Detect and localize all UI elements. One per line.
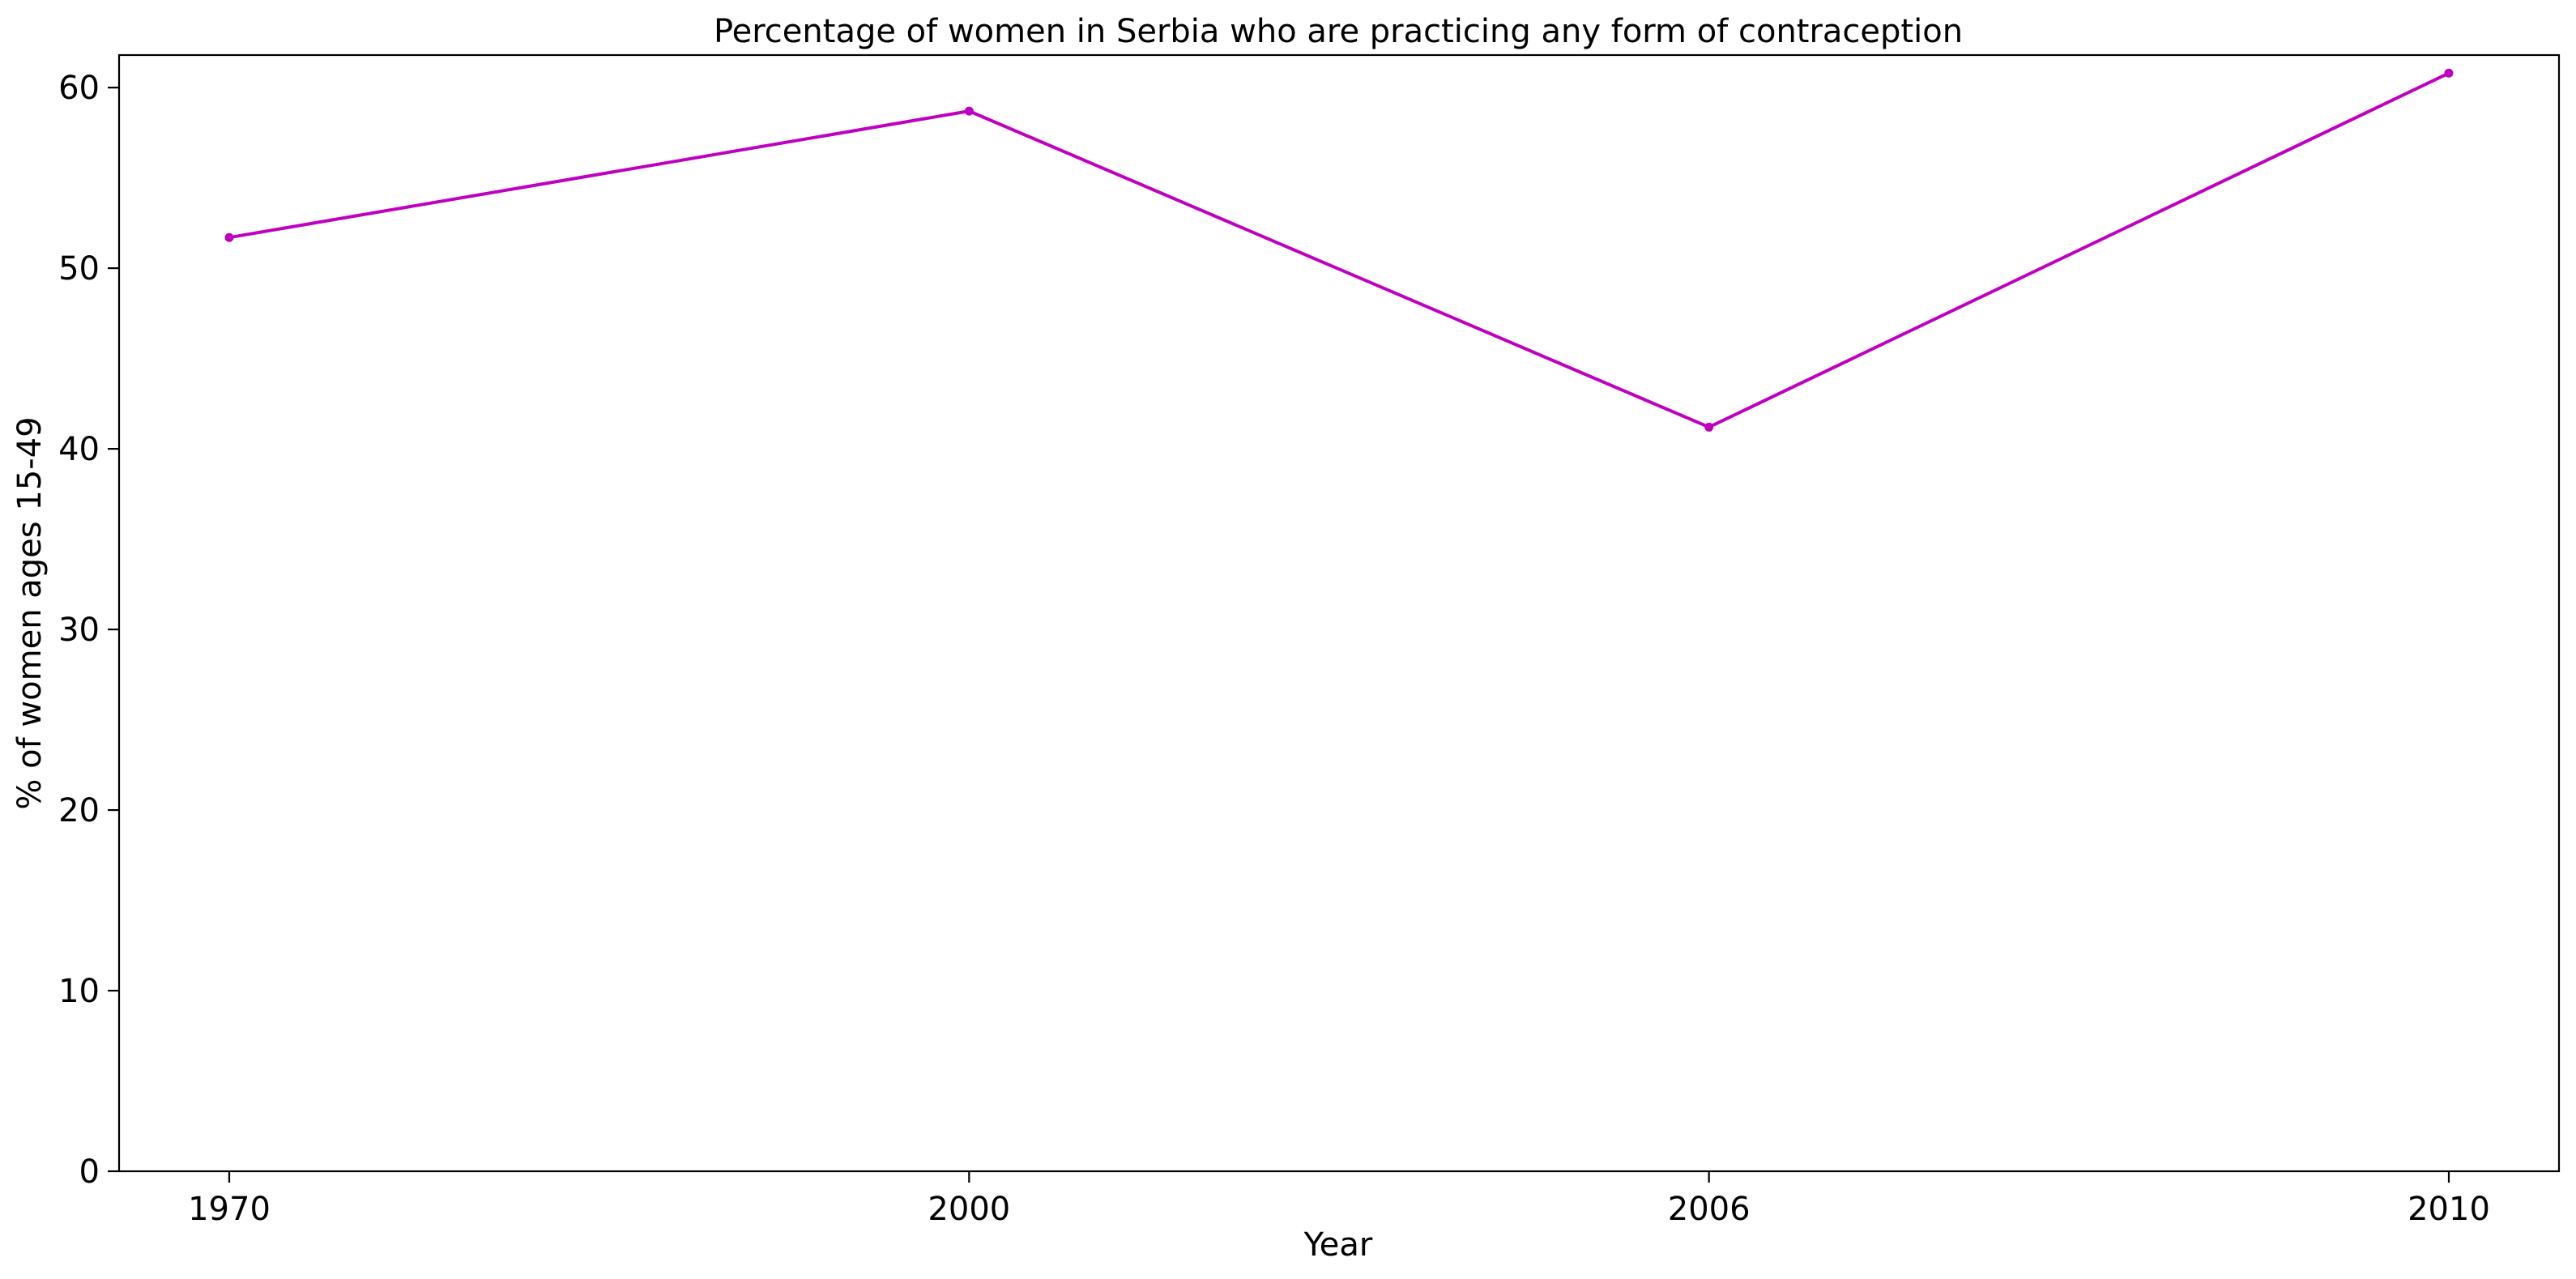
series-layer xyxy=(224,68,2454,432)
data-point xyxy=(2444,68,2454,78)
y-tick-label: 60 xyxy=(58,70,100,107)
x-tick-label: 2000 xyxy=(928,1191,1010,1228)
y-tick-label: 30 xyxy=(58,612,100,649)
x-tick-label: 2006 xyxy=(1668,1191,1751,1228)
x-axis-label: Year xyxy=(1303,1226,1373,1264)
x-axis: 1970 2000 2006 2010 xyxy=(188,1171,2490,1228)
series-line xyxy=(228,71,2450,429)
x-tick-label: 2010 xyxy=(2408,1191,2490,1228)
data-point xyxy=(224,232,234,242)
y-tick-label: 20 xyxy=(58,792,100,829)
y-tick-label: 0 xyxy=(79,1153,100,1191)
data-point xyxy=(964,106,974,116)
data-point xyxy=(1704,422,1714,432)
y-tick-label: 40 xyxy=(58,431,100,468)
chart-title: Percentage of women in Serbia who are pr… xyxy=(714,13,1963,50)
plot-area xyxy=(117,53,2561,1173)
y-tick-label: 10 xyxy=(58,973,100,1010)
y-tick-label: 50 xyxy=(58,250,100,288)
y-axis-label: % of women ages 15-49 xyxy=(11,416,49,809)
plot-frame xyxy=(117,53,2561,1173)
y-axis: 0 10 20 30 40 50 60 xyxy=(58,70,119,1191)
x-tick-label: 1970 xyxy=(188,1191,271,1228)
